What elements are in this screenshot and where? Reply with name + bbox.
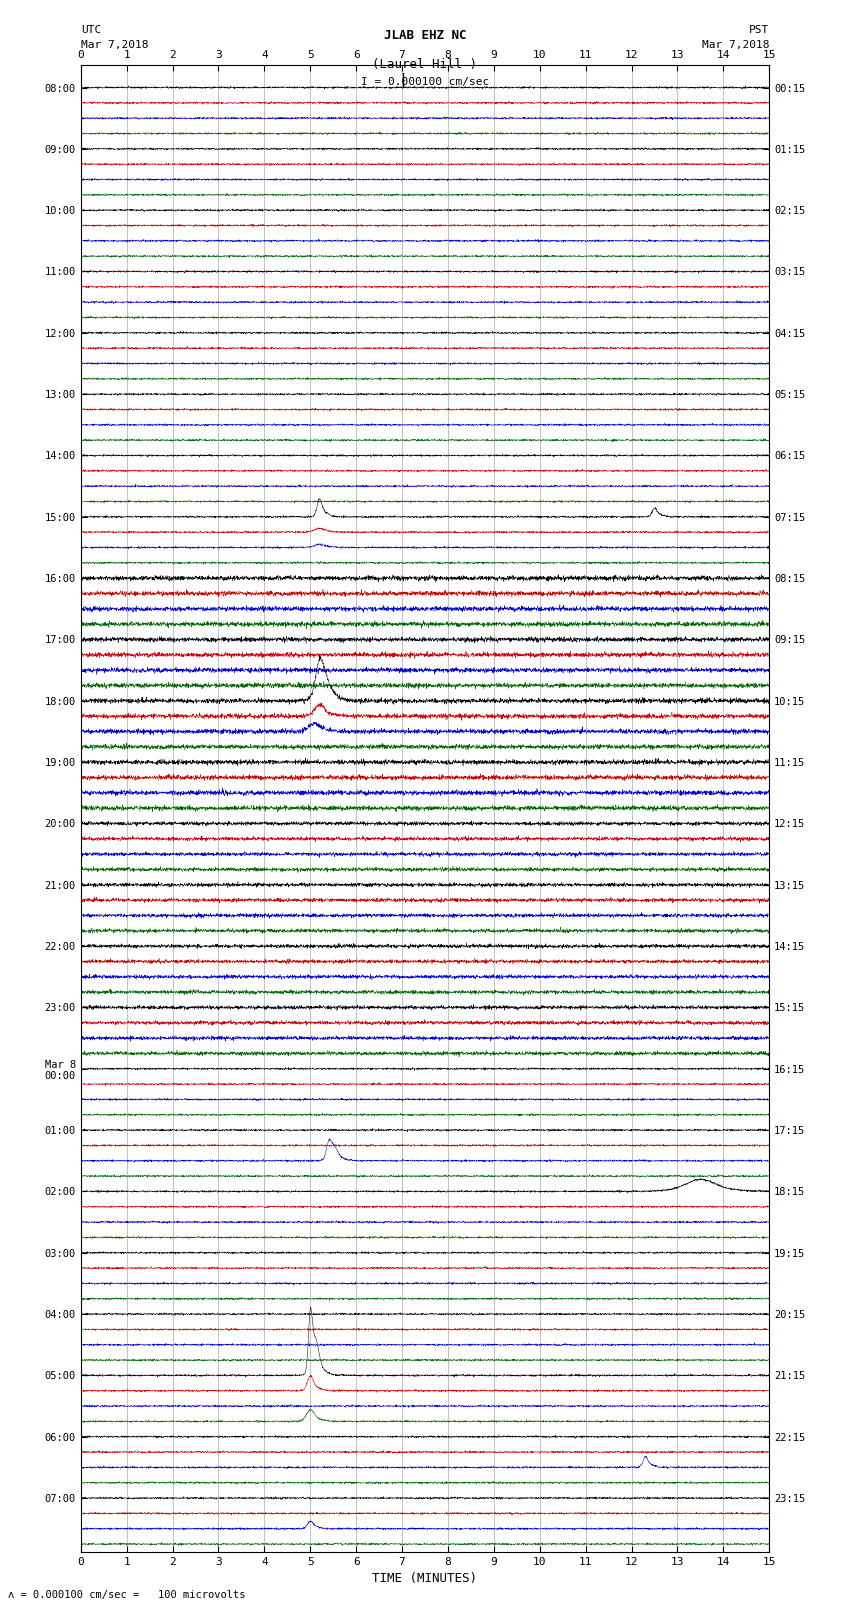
Text: (Laurel Hill ): (Laurel Hill ) [372, 58, 478, 71]
X-axis label: TIME (MINUTES): TIME (MINUTES) [372, 1573, 478, 1586]
Text: PST: PST [749, 26, 769, 35]
Text: ʌ = 0.000100 cm/sec =   100 microvolts: ʌ = 0.000100 cm/sec = 100 microvolts [8, 1590, 246, 1600]
Text: I = 0.000100 cm/sec: I = 0.000100 cm/sec [361, 77, 489, 87]
Text: UTC: UTC [81, 26, 101, 35]
Text: JLAB EHZ NC: JLAB EHZ NC [383, 29, 467, 42]
Text: Mar 7,2018: Mar 7,2018 [702, 40, 769, 50]
Text: Mar 7,2018: Mar 7,2018 [81, 40, 148, 50]
